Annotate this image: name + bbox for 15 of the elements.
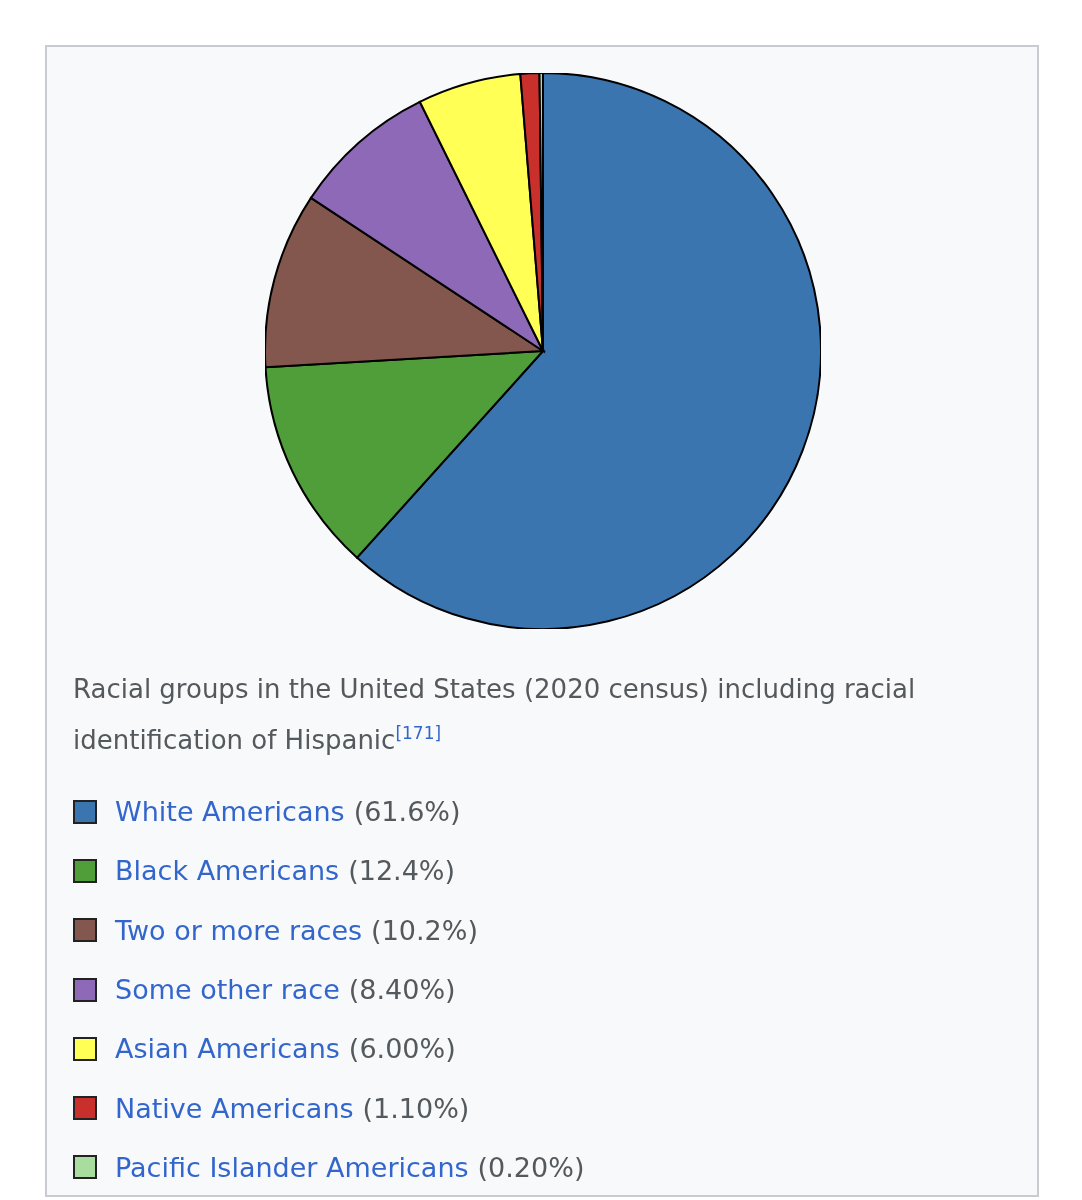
legend-label: Black Americans bbox=[115, 855, 340, 887]
data-label: (0.20%) bbox=[477, 1151, 585, 1183]
legend-label: Pacific Islander Americans bbox=[115, 1151, 469, 1183]
data-label: (8.40%) bbox=[348, 974, 456, 1006]
legend-label: Some other race bbox=[115, 974, 340, 1006]
legend-label: Native Americans bbox=[115, 1092, 354, 1124]
legend-label: Two or more races bbox=[115, 914, 363, 946]
legend-label: Asian Americans bbox=[115, 1033, 340, 1065]
text: Racial groups in the United States (2020 census) including racial identification of Hispanic$^{[171]}$ bbox=[73, 673, 917, 757]
data-label: (61.6%) bbox=[353, 796, 461, 828]
data-label: (12.4%) bbox=[348, 855, 456, 887]
data-label: (6.00%) bbox=[348, 1033, 456, 1065]
data-label: (10.2%) bbox=[371, 914, 478, 946]
data-label: (1.10%) bbox=[362, 1092, 470, 1124]
legend-label: White Americans bbox=[115, 796, 345, 828]
